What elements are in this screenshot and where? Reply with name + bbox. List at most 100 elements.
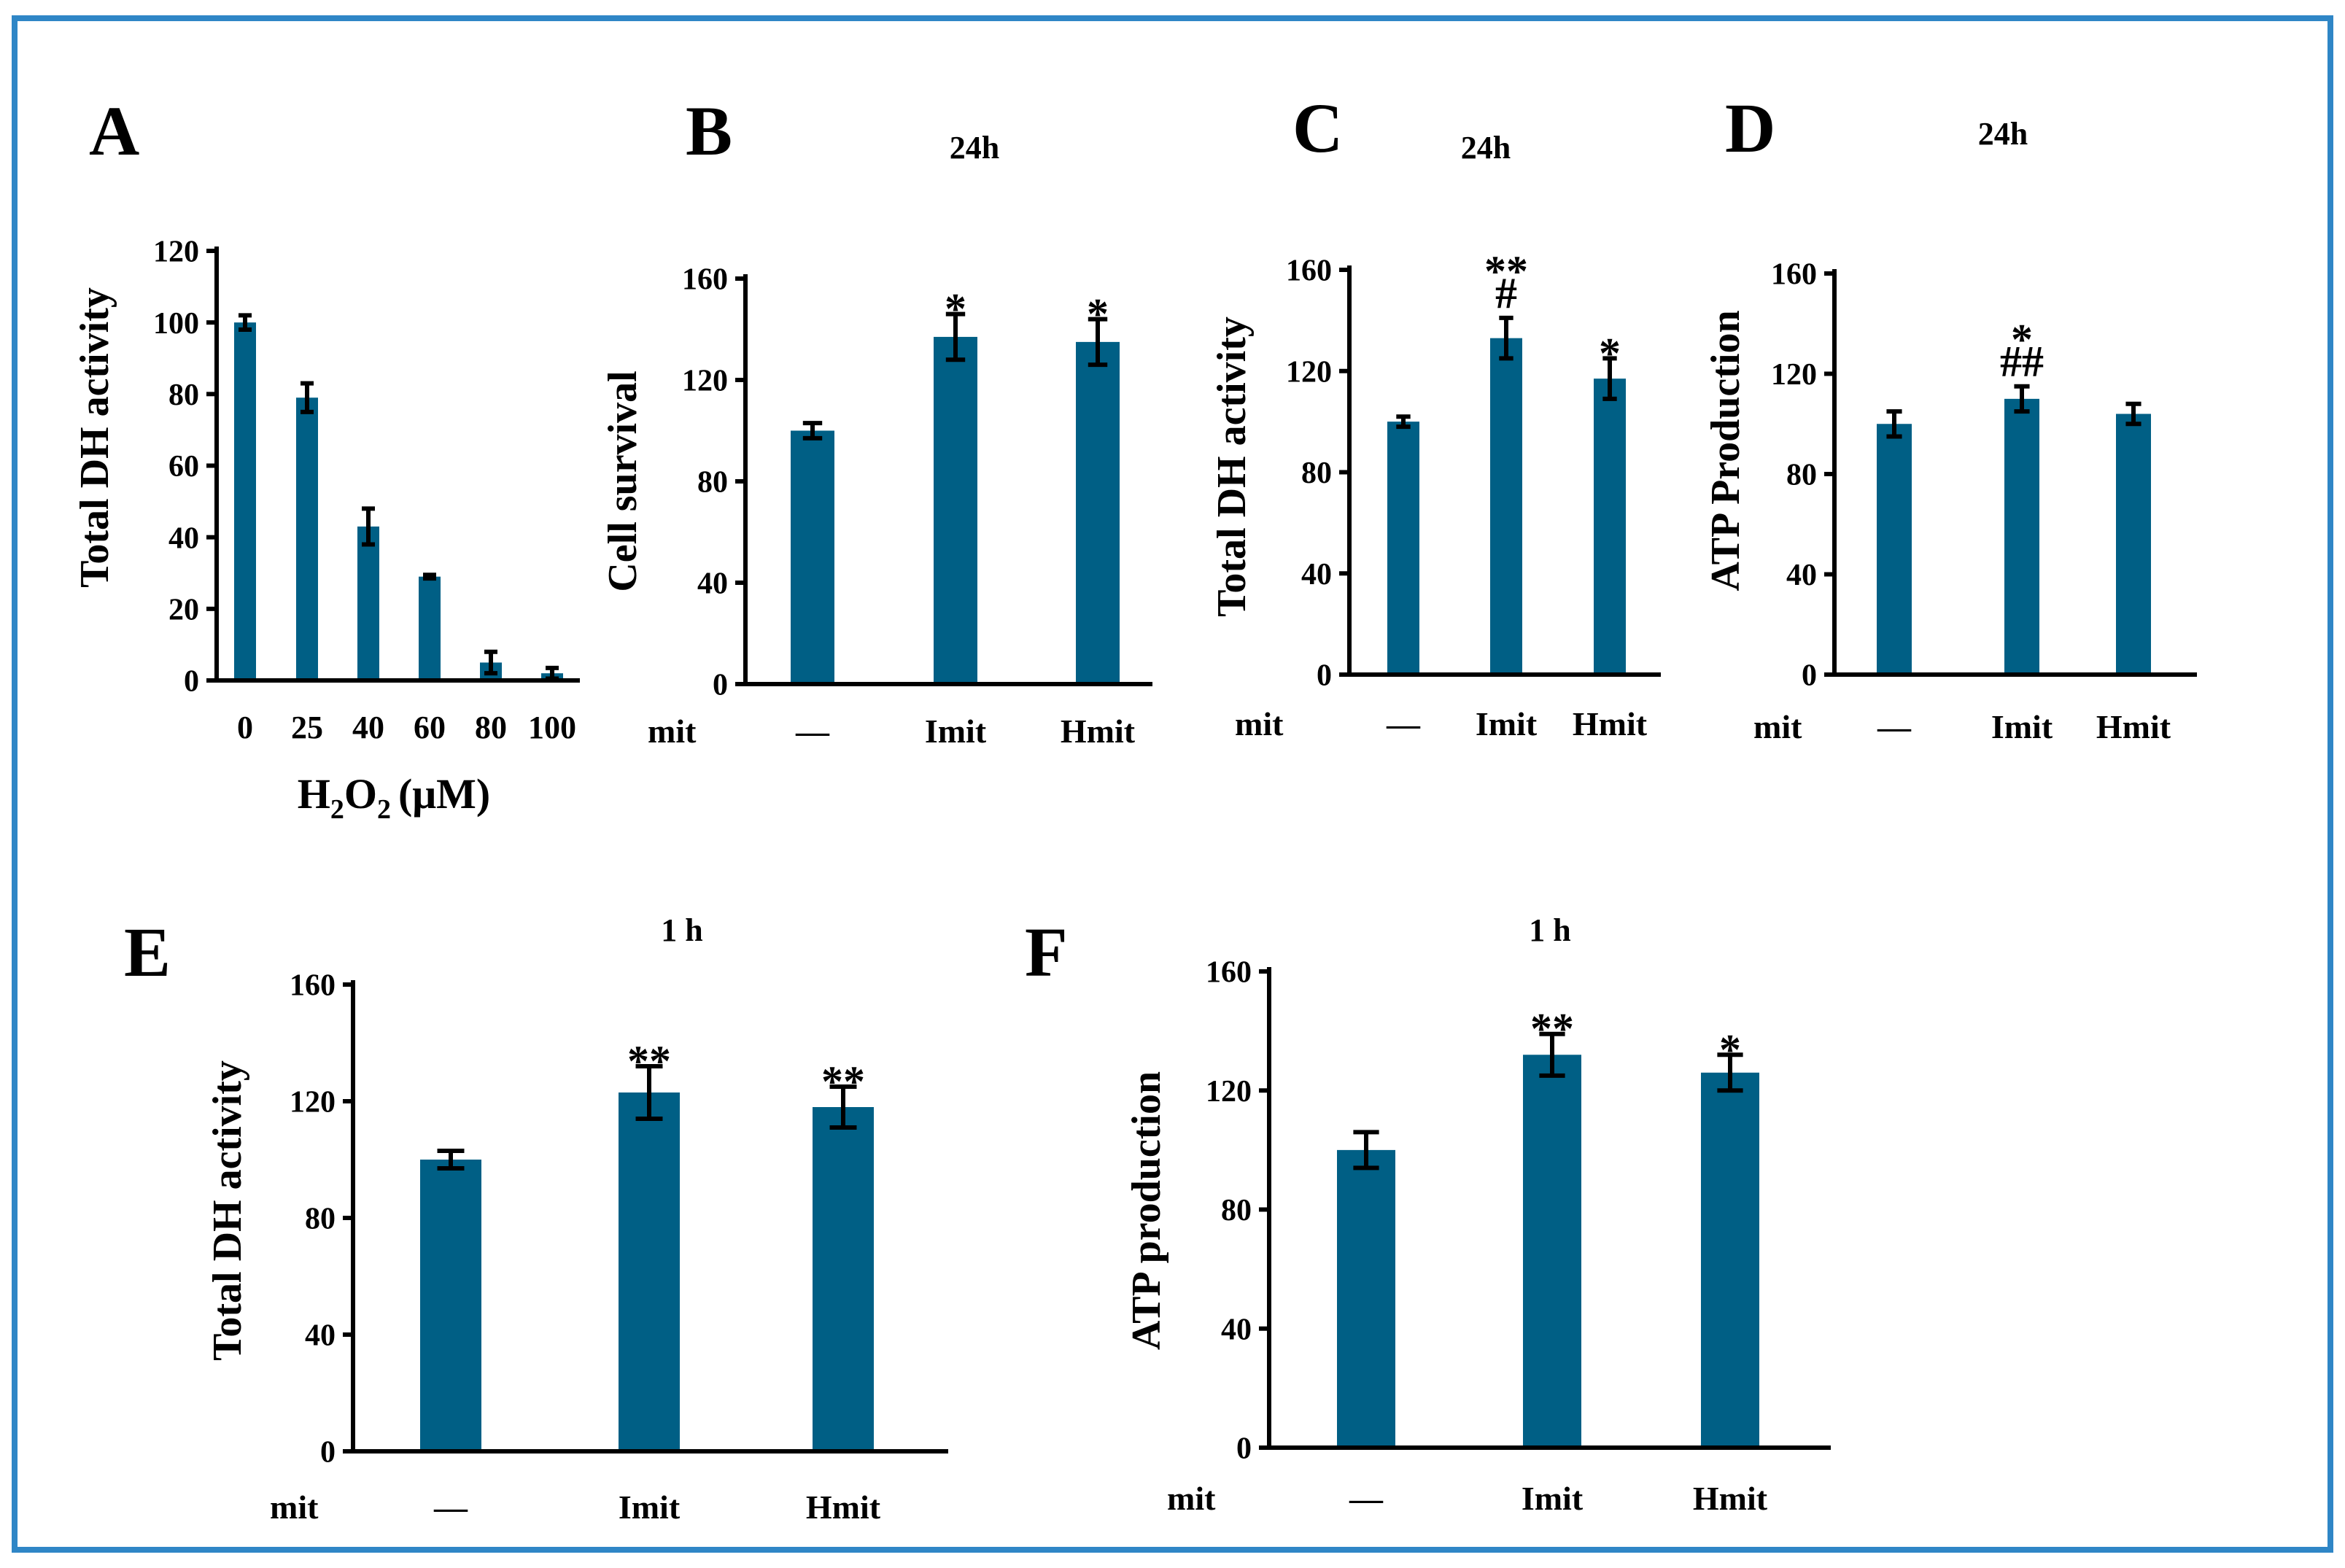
y-tick-label: 120 <box>153 236 199 269</box>
panel-a: A Total DH activity H2O2 (μM) 0 25 40 60 80 10… <box>72 92 580 825</box>
y-tick-label: 120 <box>1286 355 1332 389</box>
bar-hmit <box>813 1107 874 1451</box>
panel-letter: F <box>1025 913 1068 991</box>
significance-star-marker: ** <box>1530 1005 1574 1053</box>
bar- <box>791 430 834 684</box>
y-tick-label: 20 <box>168 594 199 627</box>
y-tick-label: 0 <box>320 1436 336 1470</box>
category-label: 100 <box>528 710 576 745</box>
group-label: mit <box>270 1489 319 1526</box>
significance-star-marker: ** <box>627 1037 671 1085</box>
panel-letter: B <box>686 92 732 170</box>
panel-d: D 24h ATP Production mit — *## Imit Hmit 0 40… <box>1703 89 2197 745</box>
category-label: 25 <box>291 710 323 745</box>
bar-hmit <box>1076 341 1120 684</box>
y-tick-label: 160 <box>290 969 336 1003</box>
bar-imit <box>1523 1055 1581 1448</box>
y-axis-label: Total DH activity <box>205 1060 250 1361</box>
y-tick-label: 80 <box>1301 457 1332 490</box>
category-label: Imit <box>1522 1480 1584 1517</box>
y-tick-label: 160 <box>1206 956 1252 990</box>
x-label-mid: O <box>344 770 377 818</box>
y-tick-label: 80 <box>697 466 728 500</box>
group-label: mit <box>1753 708 1802 745</box>
bar-hmit <box>1701 1072 1759 1448</box>
category-label: 0 <box>237 710 253 745</box>
chart-title: 24h <box>1978 116 2028 152</box>
y-tick-label: 0 <box>1236 1432 1252 1466</box>
significance-star-marker: ** <box>821 1057 865 1106</box>
category-label: Hmit <box>2096 708 2171 745</box>
category-label: Hmit <box>1693 1480 1768 1517</box>
bar-imit <box>934 336 977 684</box>
category-label: Hmit <box>806 1489 881 1526</box>
bar-40 <box>357 526 379 680</box>
bar-hmit <box>1594 379 1626 675</box>
significance-star-marker: * <box>1599 329 1621 377</box>
y-tick-label: 0 <box>1802 659 1817 693</box>
y-axis-label: ATP Production <box>1703 310 1748 591</box>
y-tick-label: 120 <box>290 1086 336 1119</box>
significance-star-marker: ** <box>1484 247 1528 295</box>
bar- <box>1387 422 1419 675</box>
x-axis-label: H2O2 (μM) <box>298 770 491 825</box>
bar- <box>420 1160 481 1451</box>
y-tick-label: 40 <box>1786 559 1817 592</box>
y-tick-label: 160 <box>1286 255 1332 288</box>
y-tick-label: 120 <box>1206 1075 1252 1109</box>
significance-star-marker: * <box>1719 1025 1741 1074</box>
bar-imit <box>1490 338 1522 675</box>
y-axis-label: Total DH activity <box>1209 317 1255 617</box>
category-label: Imit <box>1476 705 1538 742</box>
bar-imit <box>2004 398 2039 675</box>
y-tick-label: 160 <box>1771 258 1817 292</box>
panel-letter: A <box>89 92 139 170</box>
category-label: Hmit <box>1061 713 1136 750</box>
x-label-sub1: 2 <box>330 794 344 825</box>
category-label: — <box>1349 1480 1384 1517</box>
bar- <box>1877 424 1912 675</box>
category-label: 80 <box>475 710 507 745</box>
category-label: — <box>433 1489 468 1526</box>
x-label-sub2: 2 <box>377 794 391 825</box>
y-tick-label: 0 <box>713 669 728 702</box>
y-tick-label: 100 <box>153 307 199 341</box>
bar-0 <box>234 322 256 680</box>
significance-hash-marker: # <box>1495 269 1517 317</box>
bar-60 <box>419 576 441 680</box>
y-axis-label: Cell survival <box>600 370 646 591</box>
category-label: — <box>1877 708 1912 745</box>
bar- <box>1337 1149 1395 1448</box>
y-tick-label: 120 <box>682 365 728 398</box>
category-label: Imit <box>1991 708 2053 745</box>
category-label: — <box>795 713 830 750</box>
chart-title: 24h <box>1461 130 1511 166</box>
panel-e: E 1 h Total DH activity mit — ** Imit ** Hmi… <box>124 912 948 1526</box>
group-label: mit <box>1167 1480 1216 1517</box>
y-axis-label: ATP production <box>1124 1071 1169 1350</box>
panel-c: C 24h Total DH activity mit — **# Imit * Hmi… <box>1209 89 1661 742</box>
y-tick-label: 0 <box>1317 659 1332 693</box>
group-label: mit <box>1235 705 1284 742</box>
y-tick-label: 40 <box>1221 1313 1252 1346</box>
y-tick-label: 40 <box>697 567 728 601</box>
y-tick-label: 120 <box>1771 358 1817 392</box>
y-tick-label: 80 <box>1221 1194 1252 1227</box>
y-tick-label: 160 <box>682 263 728 297</box>
chart-title: 1 h <box>661 912 702 948</box>
chart-title: 1 h <box>1529 912 1570 948</box>
significance-star-marker: * <box>945 285 966 333</box>
panel-letter: E <box>124 913 171 991</box>
category-label: Imit <box>925 713 987 750</box>
category-label: 40 <box>352 710 384 745</box>
panel-letter: D <box>1725 89 1775 167</box>
y-tick-label: 40 <box>1301 558 1332 591</box>
bar-25 <box>296 397 318 680</box>
y-tick-label: 60 <box>168 450 199 484</box>
y-tick-label: 0 <box>184 665 199 699</box>
bar-imit <box>619 1092 680 1451</box>
panel-f: F 1 h ATP production mit — ** Imit * Hmit 0 40… <box>1025 912 1831 1517</box>
y-axis-label: Total DH activity <box>72 287 117 588</box>
y-tick-label: 80 <box>305 1203 336 1236</box>
